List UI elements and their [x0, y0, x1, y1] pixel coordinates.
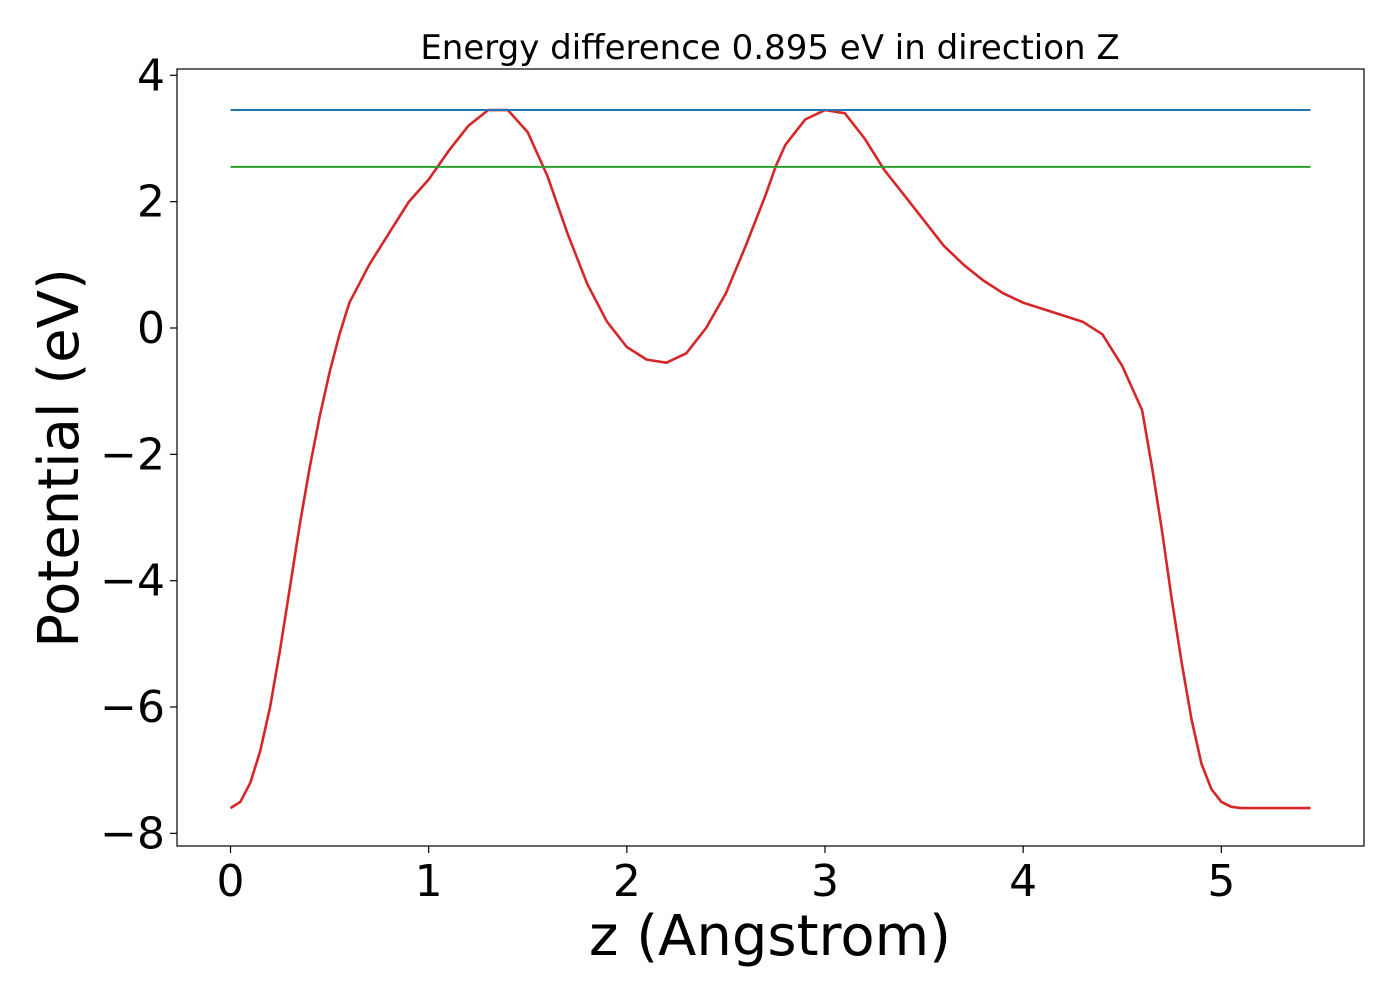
y-axis: −8 −6 −4 −2 0 2 4 — [100, 50, 177, 859]
plot-frame — [176, 68, 1365, 847]
potential-line — [229, 108, 1311, 810]
y-tick-label: 2 — [137, 177, 165, 228]
y-axis-label: Potential (eV) — [27, 268, 92, 648]
y-tick-label: 4 — [137, 50, 165, 101]
x-tick-label: 0 — [217, 856, 245, 907]
x-tick-label: 1 — [415, 856, 443, 907]
chart-title: Energy difference 0.895 eV in direction … — [420, 28, 1119, 68]
plot-area — [229, 108, 1311, 810]
y-tick-label: −8 — [100, 808, 165, 859]
x-tick-label: 2 — [613, 856, 641, 907]
y-tick-label: −6 — [100, 682, 165, 733]
x-axis-label: z (Angstrom) — [589, 904, 951, 969]
x-tick-label: 5 — [1207, 856, 1235, 907]
x-tick-label: 4 — [1009, 856, 1037, 907]
x-tick-label: 3 — [811, 856, 839, 907]
x-axis: 0 1 2 3 4 5 — [217, 846, 1235, 907]
y-tick-label: −4 — [100, 556, 165, 607]
y-tick-label: 0 — [137, 303, 165, 354]
y-tick-label: −2 — [100, 429, 165, 480]
